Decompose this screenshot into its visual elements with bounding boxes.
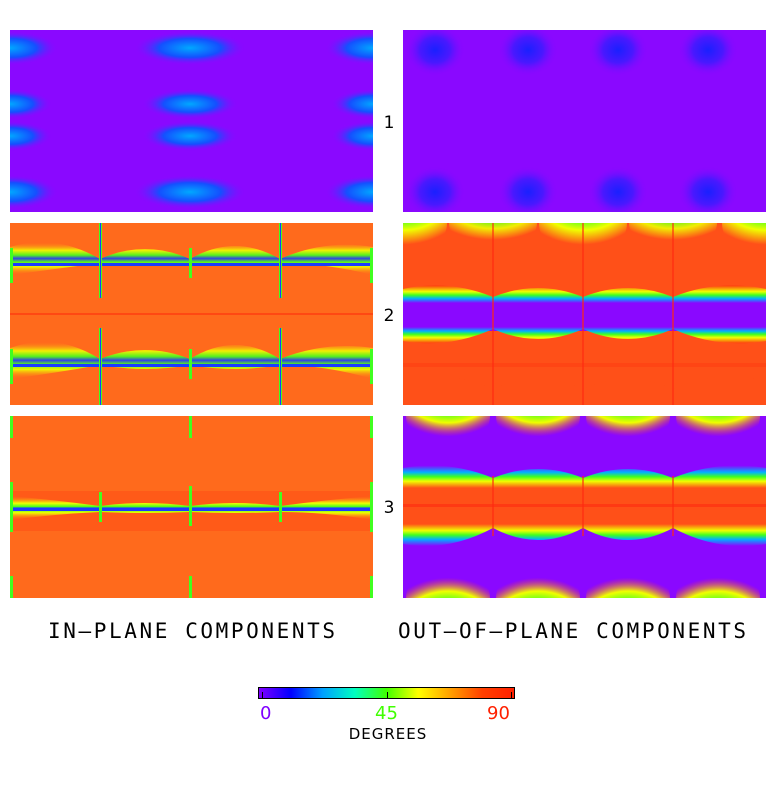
colorbar-tick-90 xyxy=(511,692,512,699)
in-plane-2-map xyxy=(10,223,373,405)
in-plane-2-vertical-lines xyxy=(10,223,373,405)
out-of-plane-3-map xyxy=(403,416,766,598)
colorbar-label-45: 45 xyxy=(375,703,398,724)
out-of-plane-1-blobs xyxy=(405,30,738,212)
colorbar-title: DEGREES xyxy=(348,725,428,743)
in-plane-3-map xyxy=(10,416,373,598)
out-of-plane-2-map xyxy=(403,223,766,405)
panel-in-plane-2 xyxy=(10,223,373,405)
out-of-plane-2-vertical-seams xyxy=(492,223,674,405)
panel-out-of-plane-2 xyxy=(403,223,766,405)
panel-out-of-plane-3 xyxy=(403,416,766,598)
in-plane-1-map xyxy=(10,30,373,212)
out-of-plane-2-arches xyxy=(403,223,766,259)
colorbar-tick-45 xyxy=(387,692,388,699)
row-label-1: 1 xyxy=(383,113,395,133)
out-of-plane-3-bottom-arches xyxy=(406,564,760,598)
out-of-plane-1-map xyxy=(403,30,766,212)
out-of-plane-3-top-arches xyxy=(406,416,760,450)
panel-out-of-plane-1 xyxy=(403,30,766,212)
in-plane-3-vertical-lines xyxy=(10,416,373,598)
in-plane-1-blobs xyxy=(10,31,373,209)
out-of-plane-3-vertical-seams xyxy=(492,476,674,536)
column-title-out-of-plane: OUT—OF—PLANE COMPONENTS xyxy=(398,619,749,643)
colorbar-tick-0 xyxy=(262,692,263,699)
panel-in-plane-3 xyxy=(10,416,373,598)
row-label-3: 3 xyxy=(383,498,395,518)
colorbar-label-90: 90 xyxy=(487,703,510,724)
colorbar-label-0: 0 xyxy=(260,703,272,724)
panel-in-plane-1 xyxy=(10,30,373,212)
row-label-2: 2 xyxy=(383,306,395,326)
colorbar xyxy=(258,687,515,699)
column-title-in-plane: IN—PLANE COMPONENTS xyxy=(48,619,338,643)
